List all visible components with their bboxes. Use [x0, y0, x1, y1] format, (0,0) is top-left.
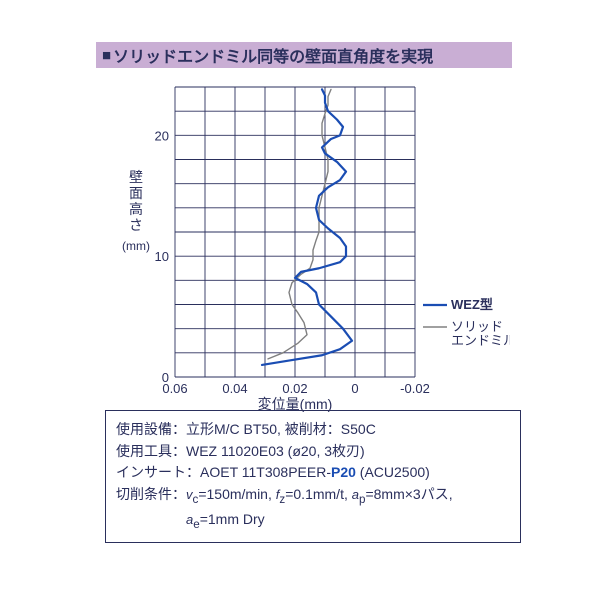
chart-container: 0.060.040.020-0.0201020変位量(mm)壁面高さ(mm)WE…	[120, 82, 510, 417]
svg-text:(mm): (mm)	[122, 239, 150, 253]
info-line-tool: 使用工具：WEZ 11020E03 (ø20, 3枚刃)	[116, 441, 510, 463]
line-chart: 0.060.040.020-0.0201020変位量(mm)壁面高さ(mm)WE…	[120, 82, 510, 412]
svg-text:面: 面	[129, 185, 143, 201]
svg-text:壁: 壁	[129, 169, 143, 185]
conditions-box: 使用設備：立形M/C BT50, 被削材：S50C 使用工具：WEZ 11020…	[105, 410, 521, 543]
svg-text:0: 0	[162, 370, 169, 385]
svg-text:0.04: 0.04	[222, 381, 247, 396]
info-line-insert: インサート：AOET 11T308PEER-P20 (ACU2500)	[116, 462, 510, 484]
header-title: ソリッドエンドミル同等の壁面直角度を実現	[113, 43, 433, 67]
svg-text:-0.02: -0.02	[400, 381, 430, 396]
svg-text:ソリッド: ソリッド	[451, 319, 503, 334]
info-line-conditions: 切削条件：vc=150m/min, fz=0.1mm/t, ap=8mm×3パス…	[116, 484, 510, 509]
svg-text:エンドミル: エンドミル	[451, 333, 510, 348]
svg-text:10: 10	[155, 249, 169, 264]
svg-text:0.02: 0.02	[282, 381, 307, 396]
header-bar: ■ ソリッドエンドミル同等の壁面直角度を実現	[96, 42, 512, 68]
svg-text:高: 高	[129, 201, 143, 217]
header-square: ■	[102, 47, 111, 64]
svg-text:0: 0	[351, 381, 358, 396]
svg-text:WEZ型: WEZ型	[451, 297, 493, 312]
info-line-conditions-2: ae=1mm Dry	[116, 509, 510, 534]
svg-text:20: 20	[155, 128, 169, 143]
svg-text:さ: さ	[129, 217, 143, 233]
info-line-equipment: 使用設備：立形M/C BT50, 被削材：S50C	[116, 419, 510, 441]
